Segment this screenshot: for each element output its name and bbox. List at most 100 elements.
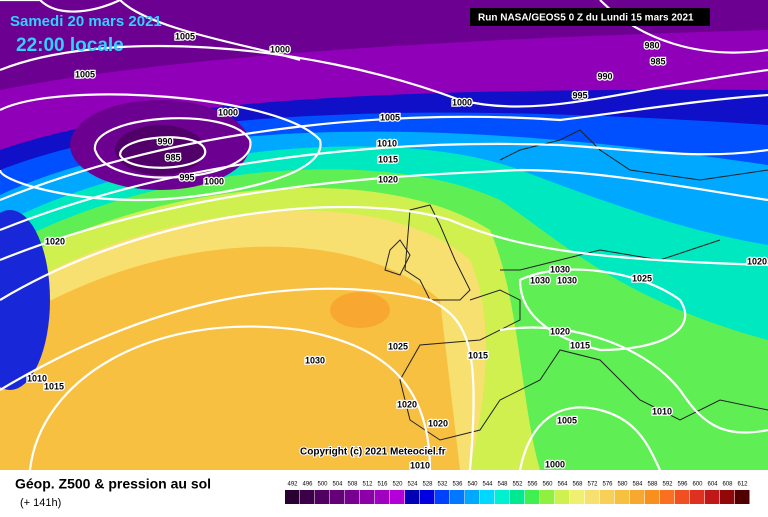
legend-label: 552 — [512, 482, 523, 488]
isobar-label: 1015 — [44, 381, 64, 391]
legend-swatch — [540, 490, 555, 504]
isobar-label: 1020 — [45, 236, 65, 246]
legend-label: 556 — [527, 482, 538, 488]
run: Run NASA/GEOS5 0 Z du Lundi 15 mars 2021 — [478, 13, 694, 24]
legend-swatch — [315, 490, 330, 504]
isobar-label: 985 — [650, 56, 665, 66]
legend-swatch — [510, 490, 525, 504]
isobar-label: 990 — [157, 136, 172, 146]
legend-swatch — [525, 490, 540, 504]
legend-label: 500 — [317, 482, 328, 488]
legend-label: 540 — [467, 482, 478, 488]
isobar-label: 1005 — [557, 415, 577, 425]
legend-swatch — [705, 490, 720, 504]
isobar-label: 1020 — [428, 418, 448, 428]
isobar-label: 995 — [572, 90, 587, 100]
isobar-label: 1025 — [388, 341, 408, 351]
isobar-label: 980 — [644, 40, 659, 50]
isobar-label: 1015 — [468, 350, 488, 360]
legend-swatch — [660, 490, 675, 504]
legend-label: 516 — [377, 482, 388, 488]
legend-swatch — [450, 490, 465, 504]
legend-label: 520 — [392, 482, 403, 488]
isobar-label: 1020 — [378, 174, 398, 184]
map: 1005 1005 1005 1000 1000 1000 1000 990 985 995 995… — [0, 0, 768, 470]
isobar-labels: 1005 1005 1005 1000 1000 1000 1000 990 985 995 995… — [26, 30, 768, 470]
isobar-label: 1010 — [27, 373, 47, 383]
legend-label: 524 — [407, 482, 418, 488]
legend-label: 588 — [647, 482, 658, 488]
legend-swatch — [360, 490, 375, 504]
isobar-label: 1005 — [175, 31, 195, 41]
legend-label: 580 — [617, 482, 628, 488]
isobar-label: 990 — [597, 71, 612, 81]
isobar-label: 1010 — [410, 460, 430, 470]
legend-swatch — [690, 490, 705, 504]
isobar-label: 1000 — [218, 107, 238, 117]
isobar-label: 1030 — [550, 264, 570, 274]
isobar-label: 1010 — [652, 406, 672, 416]
isobar-label: 1020 — [397, 399, 417, 409]
legend-swatch — [420, 490, 435, 504]
isobar-label: 1030 — [557, 275, 577, 285]
legend-swatch — [720, 490, 735, 504]
isobar-label: 1030 — [530, 275, 550, 285]
legend-swatch — [390, 490, 405, 504]
legend: 492 496 500 504 508 512 516 520 524 528 532 536 540 5… — [285, 482, 750, 504]
legend-label: 528 — [422, 482, 433, 488]
legend-label: 496 — [302, 482, 313, 488]
run-box — [470, 8, 710, 26]
legend-label: 584 — [632, 482, 643, 488]
legend-swatch — [735, 490, 750, 504]
legend-label: 568 — [572, 482, 583, 488]
isobar-label: 1015 — [570, 340, 590, 350]
isobar-label: 1030 — [305, 355, 325, 365]
legend-swatch — [645, 490, 660, 504]
legend-swatch — [600, 490, 615, 504]
legend-swatch — [330, 490, 345, 504]
legend-swatch — [435, 490, 450, 504]
legend-swatch — [675, 490, 690, 504]
isobar-label: 1005 — [75, 69, 95, 79]
footer-lead: (+ 141h) — [20, 497, 61, 509]
legend-label: 508 — [347, 482, 358, 488]
legend-label: 492 — [287, 482, 298, 488]
legend-label: 612 — [737, 482, 748, 488]
isobar-label: 1020 — [747, 256, 767, 266]
legend-swatch — [345, 490, 360, 504]
legend-swatch — [630, 490, 645, 504]
footer-title: Géop. Z500 & pression au sol — [15, 476, 211, 492]
legend-swatch — [585, 490, 600, 504]
date: Samedi 20 mars 2021 — [10, 13, 162, 30]
legend-label: 504 — [332, 482, 343, 488]
isobar-label: 1000 — [270, 44, 290, 54]
legend-swatch — [285, 490, 300, 504]
isobar-label: 1010 — [377, 138, 397, 148]
legend-label: 600 — [692, 482, 703, 488]
field — [330, 292, 390, 328]
legend-swatch — [570, 490, 585, 504]
legend-swatch — [495, 490, 510, 504]
isobar-label: 1000 — [204, 176, 224, 186]
legend-swatch — [480, 490, 495, 504]
legend-label: 548 — [497, 482, 508, 488]
time: 22:00 locale — [16, 35, 124, 56]
legend-label: 560 — [542, 482, 553, 488]
legend-label: 572 — [587, 482, 598, 488]
copyright: Copyright (c) 2021 Meteociel.fr — [300, 447, 446, 458]
legend-swatch — [615, 490, 630, 504]
legend-label: 592 — [662, 482, 673, 488]
legend-swatch — [300, 490, 315, 504]
isobar-label: 1000 — [545, 459, 565, 469]
legend-label: 608 — [722, 482, 733, 488]
legend-label: 536 — [452, 482, 463, 488]
isobar-label: 1005 — [380, 112, 400, 122]
isobar-label: 1020 — [550, 326, 570, 336]
legend-swatch — [405, 490, 420, 504]
legend-label: 596 — [677, 482, 688, 488]
legend-label: 576 — [602, 482, 613, 488]
legend-swatch — [465, 490, 480, 504]
legend-label: 604 — [707, 482, 718, 488]
isobar-label: 995 — [179, 172, 194, 182]
